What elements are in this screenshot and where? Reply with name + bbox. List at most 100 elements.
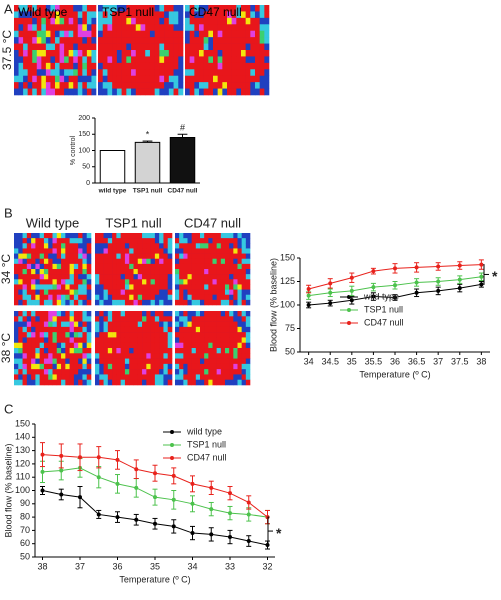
image-cell	[31, 326, 36, 333]
image-cell	[167, 332, 173, 338]
image-cell	[233, 342, 238, 349]
image-cell	[107, 263, 113, 270]
image-cell	[236, 30, 242, 38]
image-cell	[78, 337, 83, 344]
image-cell	[204, 284, 209, 290]
image-cell	[129, 374, 134, 381]
image-cell	[150, 238, 156, 244]
image-cell	[233, 263, 238, 270]
image-cell	[95, 299, 100, 306]
data-point	[414, 265, 419, 270]
image-cell	[107, 348, 113, 354]
image-cell	[86, 5, 92, 12]
image-cell	[27, 56, 33, 64]
image-cell	[78, 299, 83, 306]
image-cell	[78, 279, 83, 285]
data-point	[393, 283, 397, 288]
image-cell	[32, 62, 38, 70]
image-cell	[32, 37, 38, 44]
image-cell	[250, 43, 256, 51]
image-cell	[225, 284, 230, 290]
image-cell	[233, 248, 238, 254]
image-cell	[168, 50, 174, 57]
image-cell	[27, 11, 33, 19]
data-point	[457, 263, 462, 268]
image-cell	[27, 62, 33, 70]
image-cell	[61, 274, 66, 280]
image-cell	[18, 88, 24, 96]
image-cell	[194, 11, 200, 19]
image-cell	[39, 253, 45, 260]
image-cell	[195, 243, 201, 249]
image-cell	[216, 311, 222, 317]
image-cell	[31, 279, 36, 285]
image-cell	[200, 269, 205, 275]
image-cell	[208, 17, 214, 25]
image-cell	[27, 43, 33, 51]
image-cell	[124, 348, 130, 354]
image-cell	[229, 311, 234, 317]
bar	[169, 137, 196, 184]
image-cell	[126, 69, 132, 77]
image-cell	[142, 233, 147, 239]
image-cell	[146, 316, 151, 322]
image-cell	[73, 369, 79, 375]
image-cell	[59, 82, 65, 89]
image-cell	[213, 56, 218, 64]
image-cell	[99, 379, 104, 386]
image-cell	[208, 326, 213, 333]
image-cell	[163, 321, 169, 328]
image-cell	[137, 374, 143, 381]
image-cell	[82, 299, 88, 306]
image-cell	[112, 353, 117, 359]
image-cell	[69, 258, 75, 265]
image-cell	[164, 43, 170, 51]
image-cell	[146, 258, 151, 265]
image-cell	[86, 374, 92, 381]
image-cell	[191, 289, 197, 296]
image-cell	[35, 238, 40, 244]
image-cell	[129, 353, 134, 359]
image-cell	[259, 24, 265, 32]
image-cell	[48, 294, 53, 301]
image-cell	[95, 274, 100, 280]
image-cell	[43, 358, 49, 365]
data-point	[171, 473, 176, 478]
image-cell	[82, 332, 88, 338]
image-cell	[250, 75, 256, 83]
image-cell	[229, 253, 234, 260]
image-cell	[124, 294, 130, 301]
image-cell	[208, 363, 213, 370]
image-cell	[135, 62, 141, 70]
image-cell	[154, 263, 160, 270]
image-cell	[23, 75, 28, 83]
image-cell	[86, 82, 92, 89]
image-cell	[18, 311, 23, 317]
image-cell	[220, 258, 226, 265]
image-cell	[195, 316, 201, 322]
image-cell	[154, 24, 160, 32]
image-cell	[241, 253, 247, 260]
image-cell	[107, 284, 113, 290]
image-cell	[69, 374, 75, 381]
image-cell	[212, 326, 217, 333]
image-cell	[22, 269, 28, 275]
image-cell	[61, 238, 66, 244]
image-cell	[195, 258, 201, 265]
legend-marker	[347, 308, 351, 312]
image-cell	[103, 311, 109, 317]
image-cell	[173, 30, 179, 38]
image-cell	[99, 238, 104, 244]
image-cell	[56, 238, 62, 244]
image-cell	[112, 50, 118, 57]
image-cell	[73, 62, 79, 70]
image-cell	[167, 284, 173, 290]
image-cell	[163, 294, 169, 301]
image-cell	[178, 24, 184, 32]
image-cell	[204, 358, 209, 365]
image-cell	[112, 374, 117, 381]
image-cell	[39, 363, 45, 370]
image-cell	[179, 369, 184, 375]
image-cell	[82, 62, 88, 70]
image-cell	[45, 50, 51, 57]
